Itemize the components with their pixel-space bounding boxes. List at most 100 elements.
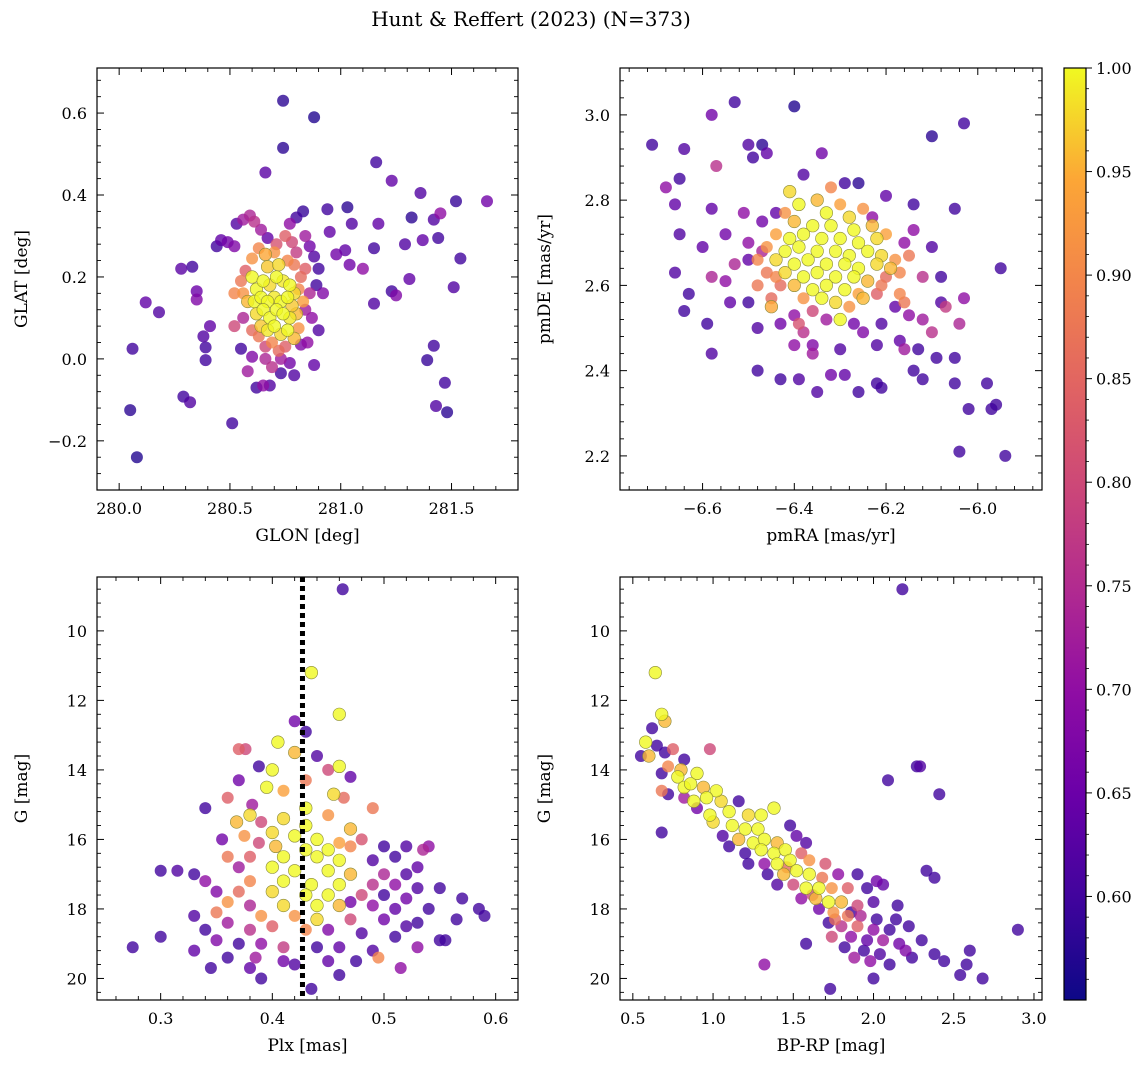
data-point: [411, 916, 424, 929]
data-point: [197, 330, 210, 343]
data-point: [673, 172, 686, 185]
data-point: [417, 843, 430, 856]
data-point: [321, 864, 335, 878]
data-point: [803, 854, 816, 867]
data-point: [907, 198, 920, 211]
data-point: [821, 895, 836, 909]
data-point: [725, 818, 739, 833]
data-point: [825, 368, 837, 381]
ticks: −6.6 −6.4 −6.2 −6.0 2.2 2.4 2.6 2.8 3.0: [585, 68, 1042, 518]
data-point: [699, 791, 714, 805]
data-point: [199, 875, 212, 888]
data-point: [865, 219, 879, 233]
y-tick-label: 16: [590, 830, 610, 849]
data-point: [787, 214, 801, 229]
data-point: [308, 250, 321, 263]
data-point: [870, 231, 884, 246]
x-tick-label: 1.5: [781, 1009, 806, 1028]
data-point: [283, 278, 297, 292]
data-point: [204, 320, 216, 333]
data-point: [339, 244, 352, 257]
data-point: [806, 339, 819, 352]
data-point: [341, 201, 354, 214]
data-point: [728, 258, 741, 271]
data-point: [246, 350, 259, 363]
data-point: [769, 253, 783, 267]
data-point: [434, 207, 447, 220]
data-point: [400, 920, 413, 933]
data-point: [935, 270, 948, 283]
data-point: [646, 138, 659, 151]
colorbar-tick-label: 0.85: [1096, 370, 1132, 389]
data-point: [175, 262, 188, 275]
data-point: [265, 825, 279, 840]
data-point: [838, 283, 852, 297]
data-point: [321, 203, 334, 216]
data-point: [301, 336, 314, 349]
data-point: [705, 108, 718, 121]
data-point: [265, 763, 279, 777]
data-point: [796, 270, 811, 284]
data-point: [795, 847, 808, 860]
data-point: [332, 759, 346, 774]
axes-frame: [96, 576, 519, 1001]
data-point: [779, 206, 792, 219]
data-point: [199, 923, 212, 936]
data-point: [851, 920, 864, 933]
data-point: [258, 247, 273, 261]
data-point: [815, 147, 828, 160]
data-point: [800, 836, 813, 849]
data-point: [800, 937, 813, 950]
data-point: [288, 958, 301, 971]
data-point: [754, 808, 768, 822]
data-point: [188, 944, 201, 957]
ticks: 0.5 1.0 1.5 2.0 2.5 3.0 10 12 14 16 18 20: [590, 577, 1047, 1028]
data-point: [456, 892, 469, 905]
data-point: [806, 219, 820, 233]
data-point: [244, 875, 256, 888]
data-point: [930, 351, 943, 364]
data-point: [788, 339, 801, 352]
data-point: [898, 343, 911, 356]
data-point: [770, 206, 782, 219]
data-point: [648, 665, 662, 680]
data-point: [255, 909, 268, 922]
data-point: [857, 202, 870, 215]
data-point: [411, 882, 424, 895]
data-point: [787, 278, 801, 293]
data-point: [655, 707, 669, 721]
data-point: [767, 801, 781, 815]
data-point: [153, 306, 165, 319]
data-point: [343, 822, 358, 836]
data-point: [414, 187, 427, 199]
data-point: [255, 223, 267, 236]
data-point: [154, 864, 167, 877]
data-point: [271, 735, 285, 749]
data-point: [925, 130, 938, 143]
data-point: [288, 369, 301, 382]
data-point: [139, 296, 152, 309]
data-point: [758, 958, 771, 971]
data-point: [841, 909, 854, 922]
data-point: [427, 339, 440, 352]
colorbar-tick-label: 0.65: [1096, 784, 1132, 803]
data-point: [948, 202, 961, 215]
y-tick-label: 2.4: [585, 362, 610, 381]
data-point: [832, 868, 845, 881]
data-point: [784, 819, 797, 832]
data-point: [925, 241, 938, 253]
data-point: [774, 373, 787, 386]
data-point: [304, 665, 319, 680]
data-point: [751, 253, 764, 266]
x-tick-label: 1.0: [700, 1009, 725, 1028]
data-point: [723, 840, 736, 853]
data-point: [188, 868, 201, 881]
x-tick-label: −6.4: [775, 499, 814, 518]
y-tick-label: 14: [67, 761, 87, 780]
data-point: [288, 864, 302, 878]
data-point: [870, 339, 883, 352]
data-point: [916, 373, 929, 386]
y-tick-label: −0.2: [48, 432, 87, 451]
x-tick-label: 0.3: [148, 1009, 173, 1028]
data-point: [854, 909, 867, 922]
